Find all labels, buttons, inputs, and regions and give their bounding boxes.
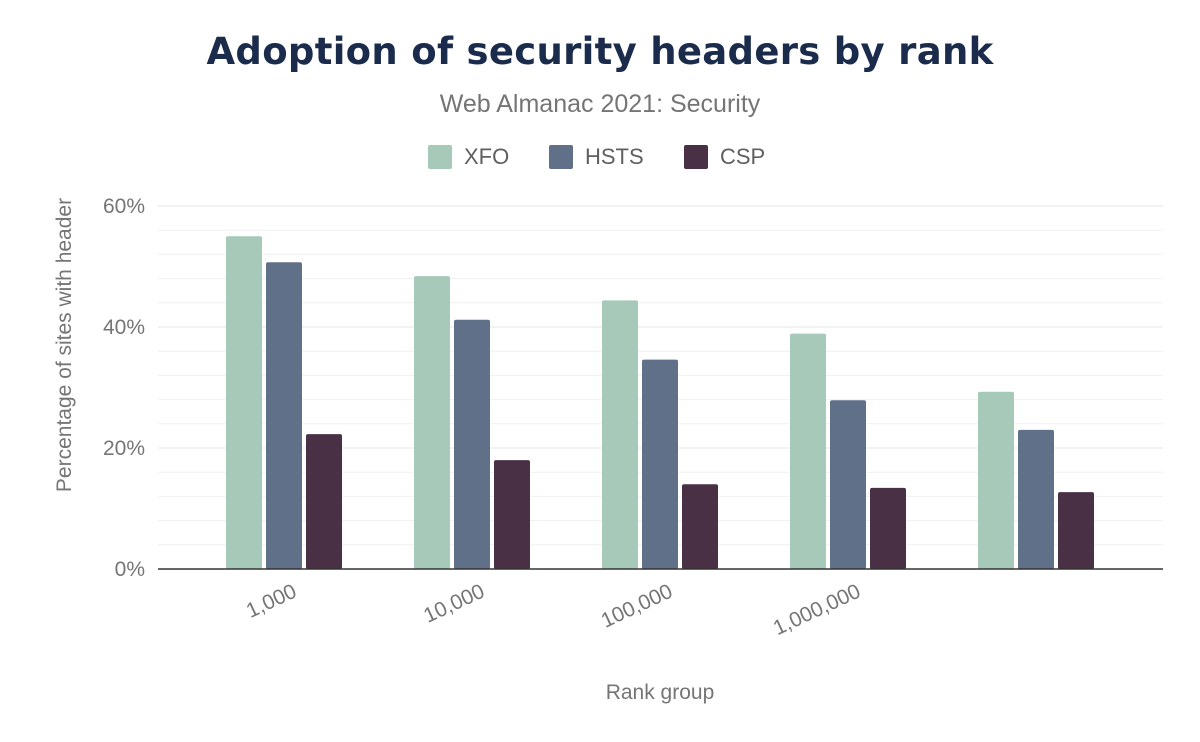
legend-label: HSTS: [585, 144, 644, 169]
x-axis: 1,000 10,000 100,000 1,000,000: [243, 580, 864, 640]
legend-item-hsts[interactable]: HSTS: [549, 144, 644, 169]
bar-hsts: [830, 400, 866, 569]
y-axis: 0% 20% 40% 60%: [103, 195, 145, 581]
bar-csp: [306, 434, 342, 569]
chart-legend: XFO HSTS CSP: [428, 144, 765, 169]
bar-hsts: [642, 359, 678, 569]
y-axis-title: Percentage of sites with header: [53, 198, 76, 492]
x-tick-label: 100,000: [598, 580, 677, 633]
legend-swatch: [684, 145, 708, 169]
legend-label: XFO: [464, 144, 509, 169]
bar-xfo: [414, 276, 450, 569]
chart-bars: [226, 236, 1094, 569]
bar-csp: [682, 484, 718, 569]
y-tick-label: 0%: [115, 558, 145, 581]
bar-xfo: [790, 333, 826, 569]
legend-item-csp[interactable]: CSP: [684, 144, 765, 169]
legend-swatch: [428, 145, 452, 169]
y-tick-label: 60%: [103, 195, 145, 218]
bar-csp: [1058, 492, 1094, 569]
x-tick-label: 1,000,000: [770, 580, 864, 640]
bar-csp: [870, 487, 906, 569]
y-tick-label: 20%: [103, 437, 145, 460]
x-tick-label: 10,000: [420, 580, 488, 628]
bar-hsts: [1018, 429, 1054, 569]
legend-label: CSP: [720, 144, 765, 169]
chart-subtitle: Web Almanac 2021: Security: [439, 90, 761, 118]
bar-xfo: [226, 236, 262, 569]
y-tick-label: 40%: [103, 316, 145, 339]
bar-xfo: [978, 391, 1014, 569]
bar-csp: [494, 460, 530, 569]
legend-item-xfo[interactable]: XFO: [428, 144, 509, 169]
x-tick-label: 1,000: [243, 580, 300, 623]
bar-hsts: [266, 262, 302, 569]
legend-swatch: [549, 145, 573, 169]
bar-hsts: [454, 319, 490, 569]
bar-xfo: [602, 300, 638, 569]
x-axis-title: Rank group: [606, 681, 715, 704]
chart-title: Adoption of security headers by rank: [206, 30, 994, 73]
